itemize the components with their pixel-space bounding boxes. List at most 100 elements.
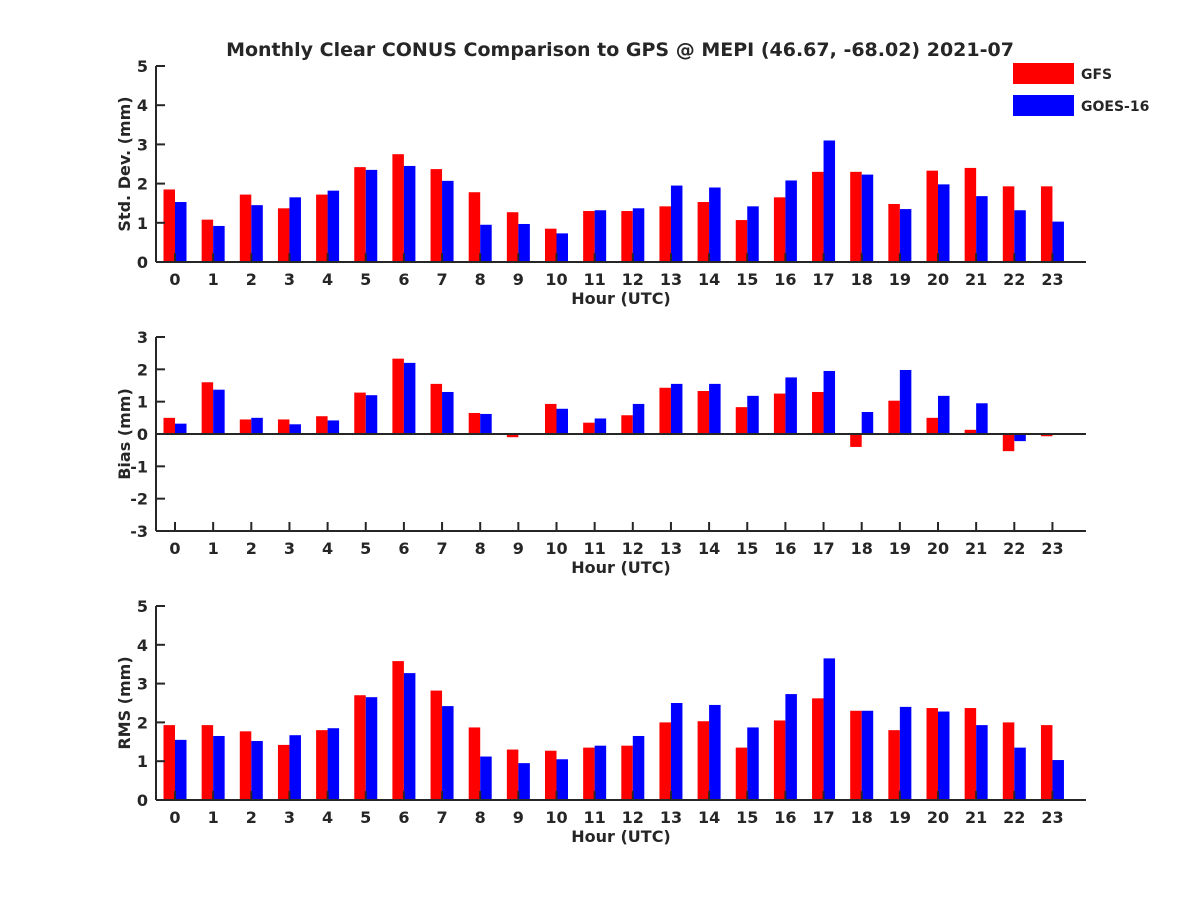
bar-goes-16-3 (289, 197, 301, 262)
bar-goes-16-21 (976, 403, 988, 434)
x-tick-label: 7 (436, 539, 447, 558)
x-tick-label: 22 (1003, 270, 1025, 289)
y-axis-label: Std. Dev. (mm) (115, 96, 134, 231)
bar-gfs-3 (277, 208, 290, 262)
bar-goes-16-1 (213, 225, 225, 262)
bar-gfs-23 (1040, 434, 1053, 437)
bar-goes-16-19 (899, 706, 912, 800)
bar-gfs-11 (583, 211, 595, 262)
bar-gfs-11 (583, 422, 595, 434)
bar-gfs-2 (239, 194, 252, 262)
bar-gfs-20 (926, 708, 938, 800)
x-tick-label: 5 (360, 808, 371, 827)
bar-goes-16-20 (938, 711, 950, 800)
bar-goes-16-15 (747, 727, 759, 800)
bar-goes-16-6 (403, 362, 416, 434)
bar-goes-16-17 (823, 658, 836, 800)
x-tick-label: 7 (436, 270, 447, 289)
bar-gfs-19 (888, 730, 900, 800)
x-tick-label: 1 (208, 270, 219, 289)
bar-goes-16-3 (289, 424, 301, 434)
bar-goes-16-5 (365, 395, 378, 434)
bar-goes-16-1 (213, 735, 225, 800)
bar-gfs-12 (621, 211, 633, 262)
x-tick-label: 1 (208, 808, 219, 827)
y-tick-label: 5 (137, 57, 148, 76)
x-tick-label: 19 (889, 539, 911, 558)
bar-gfs-6 (392, 358, 404, 434)
bar-goes-16-13 (670, 383, 683, 434)
bar-gfs-19 (888, 400, 900, 434)
series-goes-16 (175, 658, 1064, 800)
bar-gfs-20 (926, 417, 938, 434)
bar-gfs-1 (201, 382, 214, 434)
bar-gfs-10 (545, 750, 557, 800)
y-tick-label: 1 (137, 214, 148, 233)
y-axis-label: Bias (mm) (115, 388, 134, 480)
bar-goes-16-11 (594, 418, 607, 434)
x-tick-label: 15 (736, 808, 758, 827)
bar-goes-16-0 (175, 202, 187, 262)
series-goes-16 (175, 140, 1064, 262)
x-tick-label: 4 (322, 808, 333, 827)
bar-goes-16-14 (709, 704, 721, 800)
legend-swatch-goes-16 (1013, 95, 1074, 116)
x-tick-label: 15 (736, 539, 758, 558)
x-tick-label: 19 (889, 808, 911, 827)
bar-gfs-21 (964, 708, 977, 800)
bar-goes-16-22 (1014, 210, 1026, 262)
bar-gfs-23 (1040, 186, 1053, 262)
bar-gfs-22 (1002, 434, 1015, 452)
bar-goes-16-14 (709, 383, 721, 434)
bar-gfs-5 (354, 695, 366, 800)
bar-gfs-2 (239, 419, 252, 434)
bar-gfs-10 (545, 403, 557, 434)
y-axis-label: RMS (mm) (115, 656, 134, 749)
bar-goes-16-8 (480, 756, 492, 800)
bar-goes-16-17 (823, 370, 836, 434)
x-tick-label: 9 (513, 270, 524, 289)
x-tick-label: 3 (284, 539, 295, 558)
y-tick-label: 5 (137, 597, 148, 616)
bar-gfs-14 (697, 721, 710, 800)
x-tick-label: 16 (774, 808, 796, 827)
bar-gfs-17 (812, 171, 824, 262)
bar-goes-16-11 (594, 745, 607, 800)
x-tick-label: 9 (513, 539, 524, 558)
x-tick-label: 13 (660, 270, 682, 289)
y-tick-label: 3 (137, 328, 148, 347)
x-tick-label: 6 (398, 808, 409, 827)
bar-gfs-16 (773, 720, 786, 800)
bar-gfs-18 (850, 171, 862, 262)
x-tick-label: 16 (774, 539, 796, 558)
legend-label-gfs: GFS (1081, 67, 1112, 83)
x-axis-label: Hour (UTC) (571, 289, 671, 308)
bar-goes-16-12 (632, 735, 645, 800)
y-tick-label: 3 (137, 135, 148, 154)
bar-gfs-5 (354, 167, 366, 262)
bar-goes-16-7 (442, 180, 454, 262)
bar-goes-16-20 (938, 184, 950, 262)
bar-gfs-4 (316, 730, 328, 800)
y-tick-label: 0 (137, 791, 148, 810)
bar-gfs-11 (583, 747, 595, 800)
y-tick-label: 4 (137, 96, 148, 115)
x-tick-label: 21 (965, 270, 987, 289)
x-tick-label: 2 (246, 808, 257, 827)
bar-gfs-15 (735, 220, 748, 262)
y-tick-label: 0 (137, 425, 148, 444)
x-tick-label: 6 (398, 270, 409, 289)
bar-gfs-8 (468, 727, 481, 800)
x-tick-label: 11 (584, 808, 606, 827)
bar-goes-16-12 (632, 403, 645, 434)
bar-gfs-9 (506, 749, 519, 800)
bar-gfs-21 (964, 429, 977, 434)
x-tick-label: 4 (322, 270, 333, 289)
x-tick-label: 23 (1041, 270, 1063, 289)
x-tick-label: 8 (475, 808, 486, 827)
x-tick-label: 10 (545, 808, 567, 827)
bar-gfs-12 (621, 415, 633, 434)
x-tick-label: 5 (360, 270, 371, 289)
